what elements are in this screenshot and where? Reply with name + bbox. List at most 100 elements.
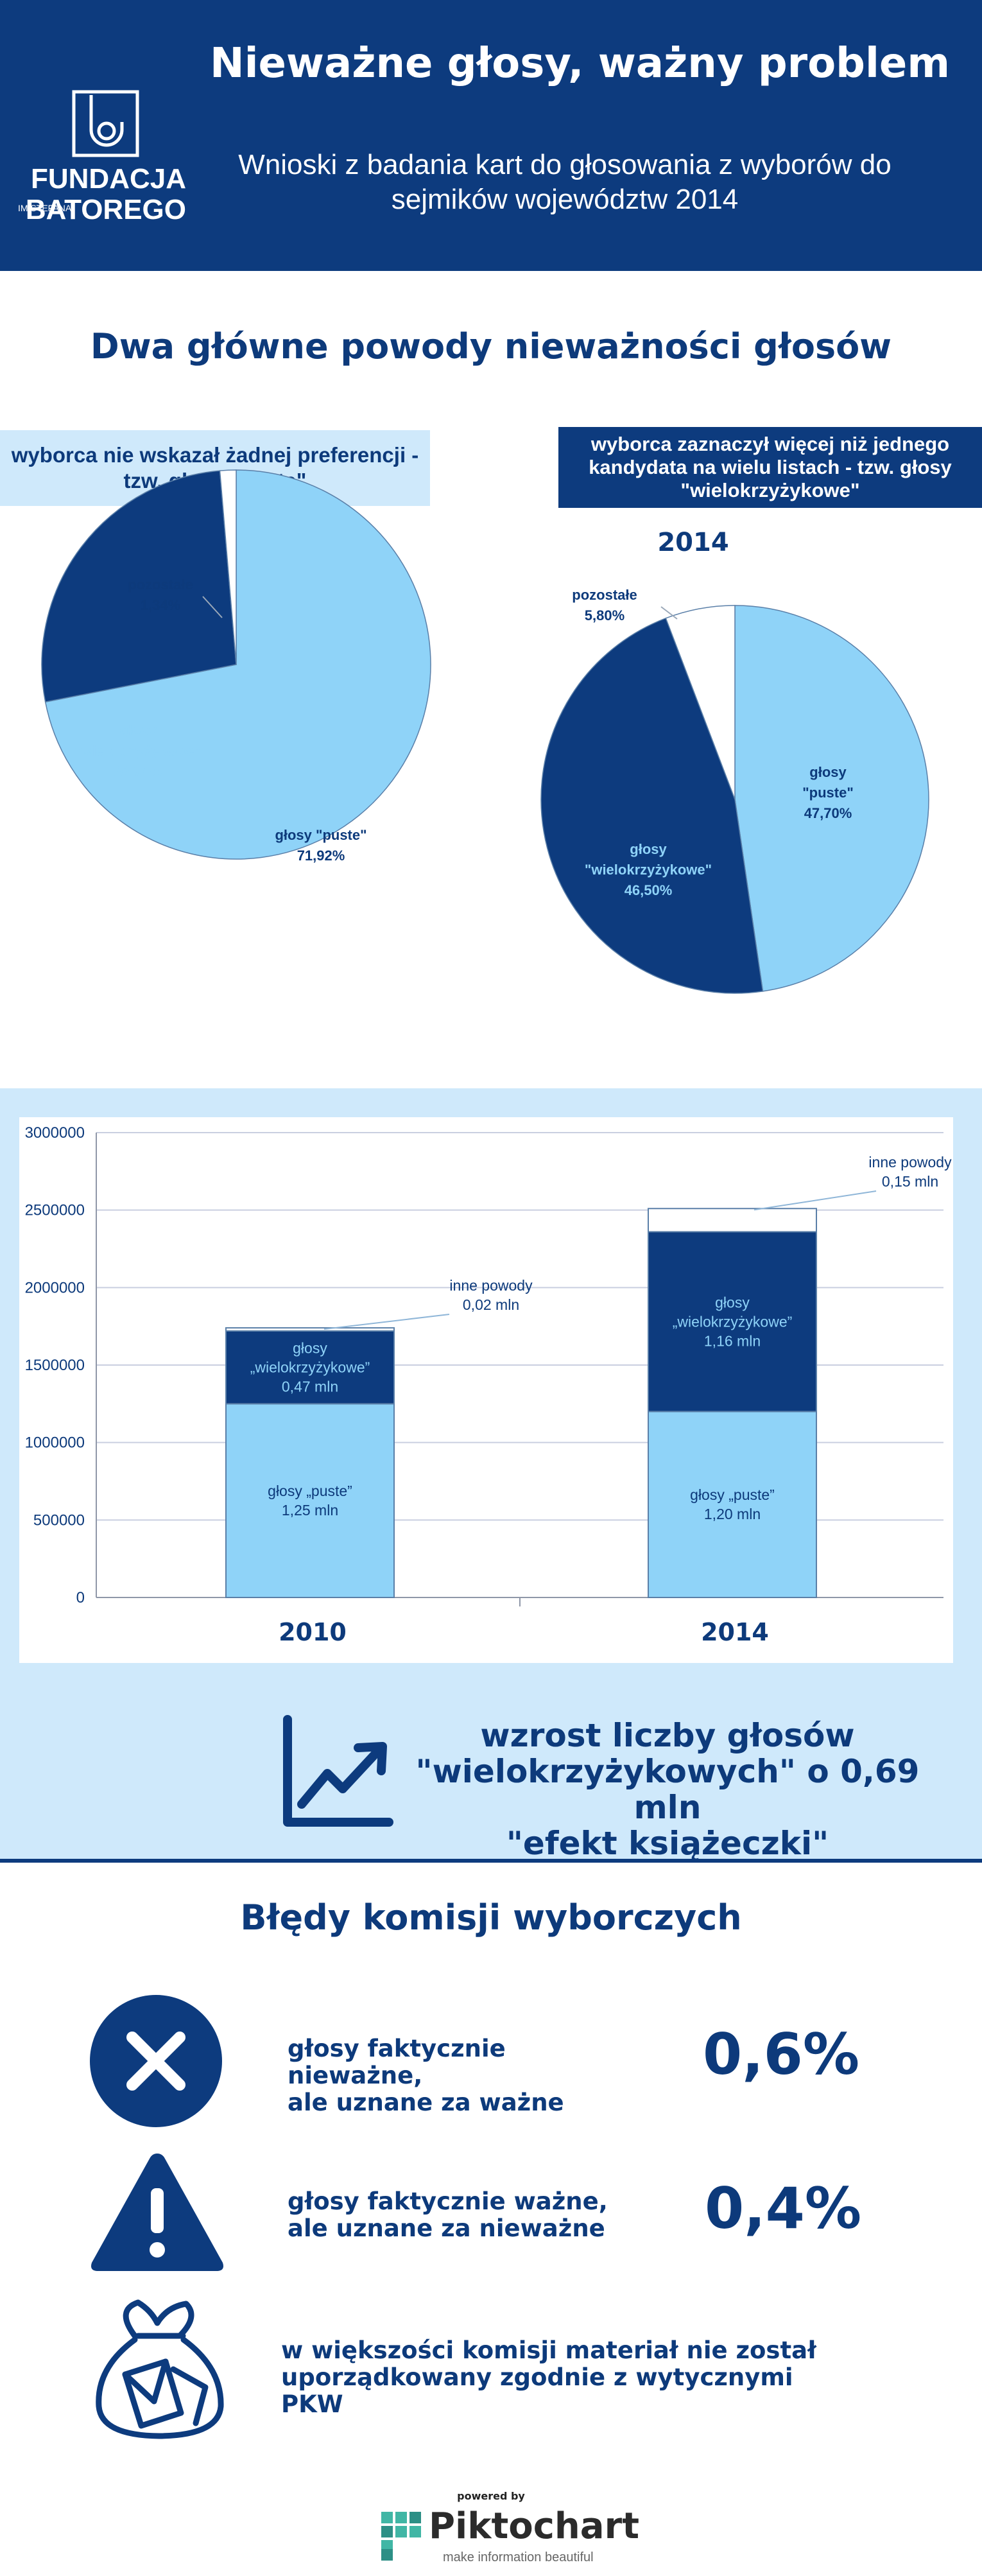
y-tick-label: 1000000 — [25, 1434, 85, 1452]
trend-line3: "efekt książeczki" — [506, 1825, 829, 1862]
fundacja-logo-icon — [72, 90, 139, 157]
bar-segment — [225, 1330, 395, 1405]
bar-value-label: 1,16 mln — [704, 1332, 761, 1349]
pie-title: 2014 — [657, 528, 728, 557]
y-tick-label: 2500000 — [25, 1202, 85, 1219]
callout-right-line2: kandydata na wielu listach - tzw. głosy — [589, 456, 952, 478]
bar-series-label: głosy „puste” — [690, 1486, 775, 1503]
piktochart-logo-icon — [381, 2512, 421, 2561]
stacked-bar-chart: 0 500000 1000000 1500000 2000000 2500000 30000… — [25, 1124, 952, 1646]
error-item-3-line1: w większości komisji materiał nie został — [281, 2337, 816, 2364]
error-item-1-value: 0,6% — [703, 2021, 860, 2087]
subtitle-line1: Wnioski z badania kart do głosowania z w… — [238, 149, 892, 180]
pie-slice-value: 46,50% — [625, 882, 673, 898]
logo-line2: BATOREGO — [25, 194, 186, 225]
callout-right-line1: wyborca zaznaczył więcej niż jednego — [590, 433, 950, 455]
trend-statement: wzrost liczby głosów "wielokrzyżykowych"… — [411, 1718, 924, 1861]
header-banner: FUNDACJA BATOREGO IM.STEFANA Nieważne gł… — [0, 0, 982, 271]
pie-chart-2014: 2014 głosy "puste" 47,70% głosy "wielokrzyżyk… — [540, 528, 929, 994]
callout-empty-votes: wyborca nie wskazał żadnej preferencji -… — [0, 430, 430, 506]
pie-slice — [665, 605, 736, 800]
bar-series-label: głosy — [715, 1294, 750, 1310]
trend-line1: wzrost liczby głosów — [480, 1717, 855, 1754]
pie-slice-label: pozostałe — [572, 587, 637, 603]
y-tick-label: 500000 — [33, 1511, 85, 1529]
bar-value-label: 0,47 mln — [282, 1379, 338, 1395]
callout-multi-cross-votes: wyborca zaznaczył więcej niż jednego kan… — [558, 427, 982, 508]
bar-value-label: 1,20 mln — [704, 1506, 761, 1522]
warning-icon — [91, 2154, 223, 2271]
bar-series-label: głosy „puste” — [268, 1483, 352, 1499]
error-item-2-line1: głosy faktycznie ważne, — [288, 2188, 608, 2215]
trend-line2: "wielokrzyżykowych" o 0,69 mln — [415, 1753, 920, 1826]
y-tick-label: 0 — [76, 1589, 85, 1606]
error-item-1-line2: ale uznane za ważne — [288, 2089, 564, 2116]
bar-series-label: inne powody — [449, 1277, 533, 1294]
error-item-2-line2: ale uznane za nieważne — [288, 2215, 605, 2242]
section-title-reasons: Dwa główne powody nieważności głosów — [90, 326, 892, 367]
pie-slice-label: pozostałe — [128, 577, 193, 593]
pie-label-leader — [202, 596, 223, 618]
ballot-bag-icon — [96, 2299, 224, 2439]
y-tick-label: 1500000 — [25, 1357, 85, 1374]
pie-slice-value: 71,92% — [297, 848, 345, 864]
bar-chart: 0 500000 1000000 1500000 2000000 2500000 30000… — [25, 1124, 952, 1646]
pie-slice-label: głosy — [809, 764, 847, 780]
section-divider — [0, 1859, 982, 1863]
pie-slice-label: "wielokrzyżykowe" — [74, 743, 202, 759]
pie-slice — [540, 617, 764, 994]
x-category-label: 2014 — [701, 1618, 769, 1646]
pie-slice-value: 47,70% — [804, 805, 852, 821]
x-circle-icon — [90, 1995, 222, 2127]
piktochart-brand[interactable]: Piktochart — [429, 2505, 639, 2547]
pie-label-leader — [660, 606, 678, 620]
error-item-3-line2: uporządkowany zgodnie z wytycznymi — [281, 2363, 793, 2391]
pie-slice-label: "puste" — [802, 785, 854, 801]
error-item-2-value: 0,4% — [705, 2175, 862, 2241]
bar-series-label: inne powody — [868, 1154, 952, 1171]
bar-callout-leader — [323, 1314, 450, 1330]
callout-left-line1: wyborca nie wskazał żadnej preferencji - — [11, 443, 419, 467]
logo-small-text: IM.STEFANA — [18, 203, 72, 213]
bar-series-label: „wielokrzyżykowe” — [673, 1313, 793, 1330]
pie-slice-value: 5,80% — [585, 607, 625, 623]
pie-slice — [734, 605, 929, 992]
error-item-1-line1: głosy faktycznie nieważne, — [288, 2035, 506, 2089]
logo-text: FUNDACJA BATOREGO — [19, 164, 186, 225]
bar-series-label: głosy — [293, 1340, 327, 1357]
error-item-3-label: w większości komisji materiał nie został… — [281, 2337, 859, 2418]
error-item-1-label: głosy faktycznie nieważne, ale uznane za… — [288, 2035, 647, 2116]
bar-segment — [648, 1208, 817, 1233]
page-subtitle: Wnioski z badania kart do głosowania z w… — [193, 148, 937, 217]
powered-by-text: powered by — [457, 2490, 525, 2502]
logo-line1: FUNDACJA — [31, 163, 186, 195]
section-title-commission-errors: Błędy komisji wyborczych — [240, 1897, 742, 1938]
pie-slice-label: głosy — [119, 722, 157, 738]
bar-segment — [648, 1231, 817, 1413]
y-tick-label: 2000000 — [25, 1279, 85, 1296]
callout-right-line3: "wielokrzyżykowe" — [680, 479, 860, 501]
bar-segment — [648, 1411, 817, 1598]
bar-value-label: 0,15 mln — [882, 1173, 938, 1190]
pie-slice-label: "wielokrzyżykowe" — [585, 862, 712, 878]
pie-slice-value: 26,74% — [114, 763, 162, 779]
error-item-2-label: głosy faktycznie ważne, ale uznane za ni… — [288, 2188, 647, 2242]
pie-slice — [219, 469, 237, 665]
x-category-label: 2010 — [279, 1618, 347, 1646]
pie-slice — [41, 470, 237, 703]
pie-slice-label: głosy — [630, 841, 667, 857]
bar-series-label: „wielokrzyżykowe” — [250, 1359, 370, 1376]
pie-slice — [44, 469, 431, 860]
page-title: Nieważne głosy, ważny problem — [210, 40, 950, 87]
bar-value-label: 0,02 mln — [463, 1296, 519, 1313]
pie-slice-label: głosy "puste" — [275, 827, 366, 843]
bar-value-label: 1,25 mln — [282, 1502, 338, 1519]
bar-segment — [225, 1403, 395, 1598]
pie-slice-value: 1,34% — [141, 597, 180, 613]
subtitle-line2: sejmików województw 2014 — [391, 184, 739, 215]
bar-segment — [225, 1327, 395, 1332]
piktochart-tagline: make information beautiful — [443, 2550, 594, 2564]
trend-up-icon — [283, 1715, 393, 1827]
